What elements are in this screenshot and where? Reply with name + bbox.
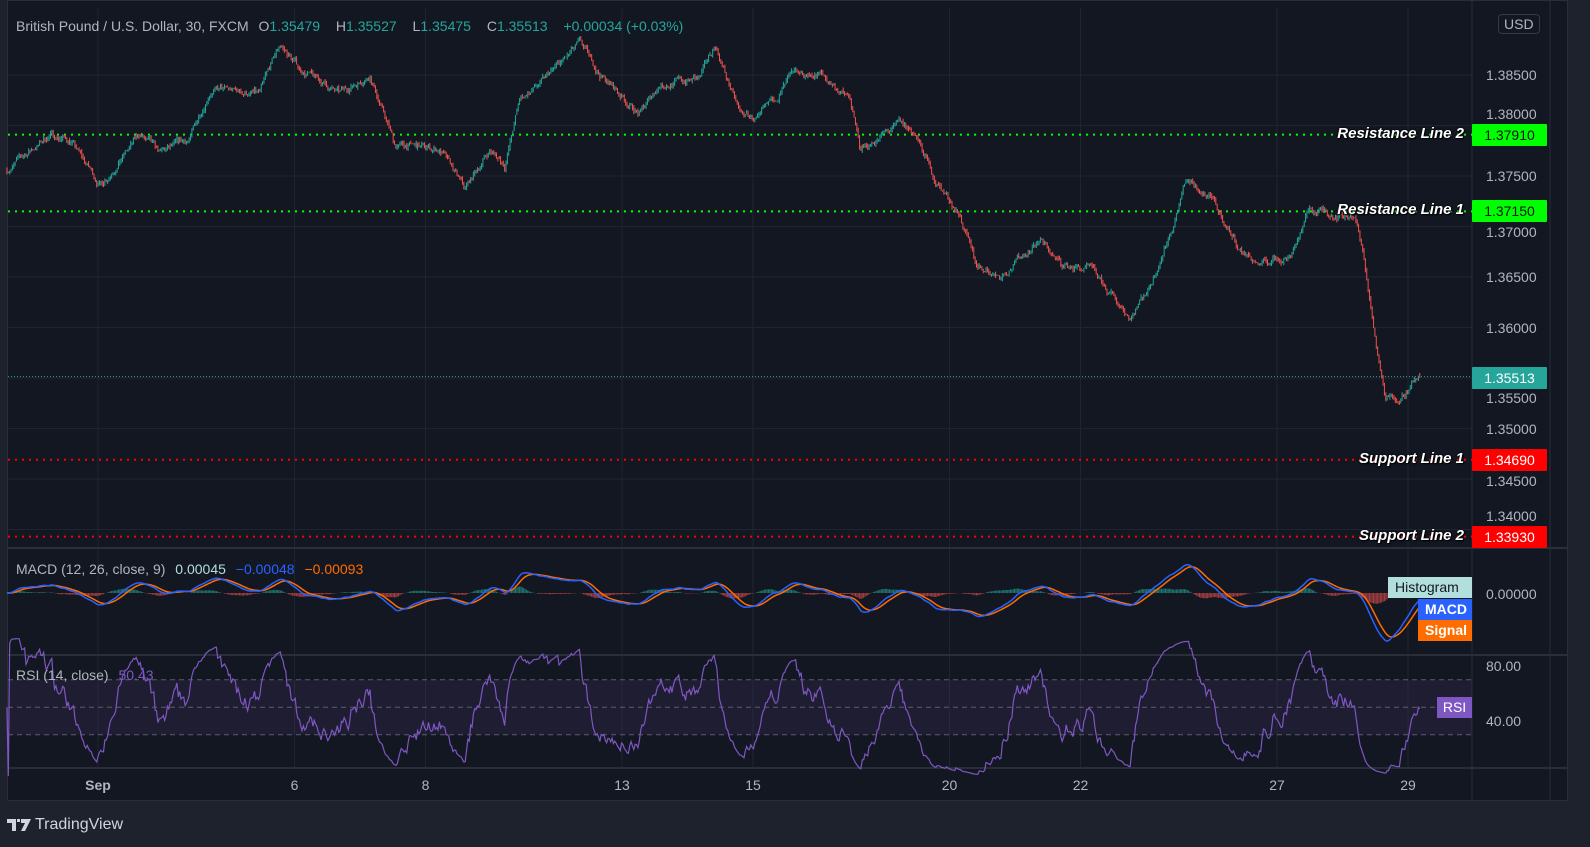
histogram-tag: Histogram [1388, 577, 1472, 598]
level-price-tag: 1.37150 [1472, 200, 1547, 223]
symbol-legend: British Pound / U.S. Dollar, 30, FXCM O1… [16, 18, 689, 34]
close-label: C [486, 18, 497, 34]
macd-value: −0.00048 [235, 561, 295, 577]
macd-legend: MACD (12, 26, close, 9) 0.00045 −0.00048… [16, 561, 369, 577]
price-axis-label: 1.38500 [1486, 67, 1537, 83]
price-axis-label: 1.34500 [1486, 472, 1537, 489]
symbol-title[interactable]: British Pound / U.S. Dollar, 30, FXCM [16, 18, 249, 34]
last-price-tag: 1.35513 [1472, 367, 1547, 389]
time-axis-label: 27 [1269, 777, 1285, 793]
rsi-axis-80: 80.00 [1486, 658, 1522, 674]
open-label: O [258, 18, 270, 34]
level-price-tag: 1.37910 [1472, 123, 1547, 146]
price-axis-label: 1.36500 [1486, 269, 1537, 285]
price-axis-label: 1.35000 [1486, 420, 1537, 437]
price-axis-label: 1.38000 [1486, 105, 1537, 122]
time-axis-label: 15 [745, 777, 761, 793]
tradingview-logo-icon [7, 819, 31, 831]
signal-tag: Signal [1418, 620, 1472, 641]
time-axis-label: 6 [290, 777, 299, 793]
rsi-axis-40: 40.00 [1486, 713, 1522, 729]
time-axis-label: 20 [941, 777, 958, 793]
currency-button[interactable]: USD [1498, 14, 1540, 34]
level-price-tag: 1.34690 [1472, 448, 1547, 471]
macd-title[interactable]: MACD (12, 26, close, 9) [16, 561, 166, 577]
brand-name: TradingView [35, 816, 124, 833]
time-axis-label: 29 [1400, 777, 1416, 793]
level-label: Support Line 2 [1359, 526, 1464, 544]
price-axis-label: 1.35500 [1486, 389, 1537, 406]
price-axis-label: 1.36000 [1486, 319, 1537, 336]
high-label: H [335, 18, 347, 34]
level-label: Resistance Line 1 [1337, 201, 1464, 219]
low-label: L [412, 18, 421, 34]
low-value: 1.35475 [420, 18, 471, 34]
macd-line [6, 564, 1421, 642]
price-axis-label: 1.37500 [1486, 168, 1537, 184]
rsi-title[interactable]: RSI (14, close) [16, 667, 109, 683]
level-label: Support Line 1 [1359, 449, 1464, 467]
chart-frame [7, 0, 1568, 801]
tradingview-logo[interactable]: TradingView [7, 816, 123, 834]
time-axis-label: 13 [614, 777, 630, 793]
candles [6, 35, 1421, 406]
level-label: Resistance Line 2 [1337, 124, 1464, 142]
macd-axis-label: 0.00000 [1486, 586, 1537, 602]
change-value: +0.00034 (+0.03%) [563, 18, 684, 34]
macd-histogram [7, 584, 1421, 604]
level-price-tag: 1.33930 [1472, 525, 1547, 548]
signal-line [6, 566, 1421, 638]
open-value: 1.35479 [269, 18, 321, 34]
price-axis-label: 1.34000 [1486, 507, 1537, 524]
macd-signal-value: −0.00093 [304, 561, 364, 577]
time-axis-label: 22 [1072, 777, 1089, 793]
high-value: 1.35527 [346, 18, 397, 34]
time-axis-label: Sep [85, 777, 111, 793]
price-axis-label: 1.37000 [1486, 224, 1537, 241]
macd-tag: MACD [1418, 599, 1472, 620]
close-value: 1.35513 [496, 18, 548, 34]
rsi-tag: RSI [1437, 697, 1472, 718]
rsi-line [6, 638, 1421, 777]
time-axis-label: 8 [421, 777, 430, 793]
macd-hist-value: 0.00045 [175, 561, 226, 577]
rsi-legend: RSI (14, close) 50.43 [16, 667, 160, 683]
rsi-value: 50.43 [118, 667, 154, 683]
